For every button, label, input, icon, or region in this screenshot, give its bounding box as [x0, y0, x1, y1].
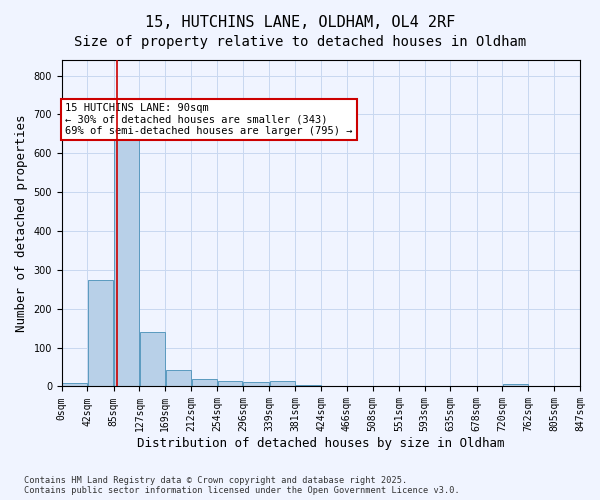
Text: 15, HUTCHINS LANE, OLDHAM, OL4 2RF: 15, HUTCHINS LANE, OLDHAM, OL4 2RF — [145, 15, 455, 30]
Bar — [114, 136, 139, 386]
Bar — [503, 384, 527, 386]
Bar — [88, 280, 113, 386]
Bar — [243, 382, 269, 386]
Y-axis label: Number of detached properties: Number of detached properties — [15, 114, 28, 332]
Bar — [295, 385, 321, 386]
X-axis label: Distribution of detached houses by size in Oldham: Distribution of detached houses by size … — [137, 437, 505, 450]
Text: Contains HM Land Registry data © Crown copyright and database right 2025.
Contai: Contains HM Land Registry data © Crown c… — [24, 476, 460, 495]
Text: Size of property relative to detached houses in Oldham: Size of property relative to detached ho… — [74, 35, 526, 49]
Bar — [166, 370, 191, 386]
Bar — [140, 332, 165, 386]
Bar — [62, 384, 87, 386]
Bar — [192, 378, 217, 386]
Bar — [269, 382, 295, 386]
Bar — [218, 380, 242, 386]
Text: 15 HUTCHINS LANE: 90sqm
← 30% of detached houses are smaller (343)
69% of semi-d: 15 HUTCHINS LANE: 90sqm ← 30% of detache… — [65, 103, 352, 136]
